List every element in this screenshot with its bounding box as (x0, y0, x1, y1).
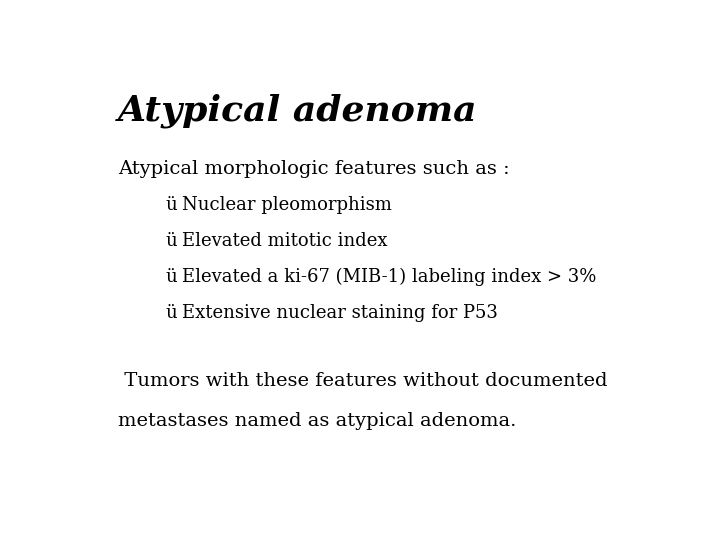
Text: Elevated mitotic index: Elevated mitotic index (182, 232, 387, 250)
Text: Nuclear pleomorphism: Nuclear pleomorphism (182, 196, 392, 214)
Text: ü: ü (166, 305, 177, 322)
Text: metastases named as atypical adenoma.: metastases named as atypical adenoma. (118, 412, 516, 430)
Text: Extensive nuclear staining for P53: Extensive nuclear staining for P53 (182, 305, 498, 322)
Text: ü: ü (166, 196, 177, 214)
Text: Atypical morphologic features such as :: Atypical morphologic features such as : (118, 160, 510, 178)
Text: Atypical adenoma: Atypical adenoma (118, 94, 477, 129)
Text: Tumors with these features without documented: Tumors with these features without docum… (118, 373, 608, 390)
Text: Elevated a ki-67 (MIB-1) labeling index > 3%: Elevated a ki-67 (MIB-1) labeling index … (182, 268, 596, 286)
Text: ü: ü (166, 232, 177, 250)
Text: ü: ü (166, 268, 177, 286)
